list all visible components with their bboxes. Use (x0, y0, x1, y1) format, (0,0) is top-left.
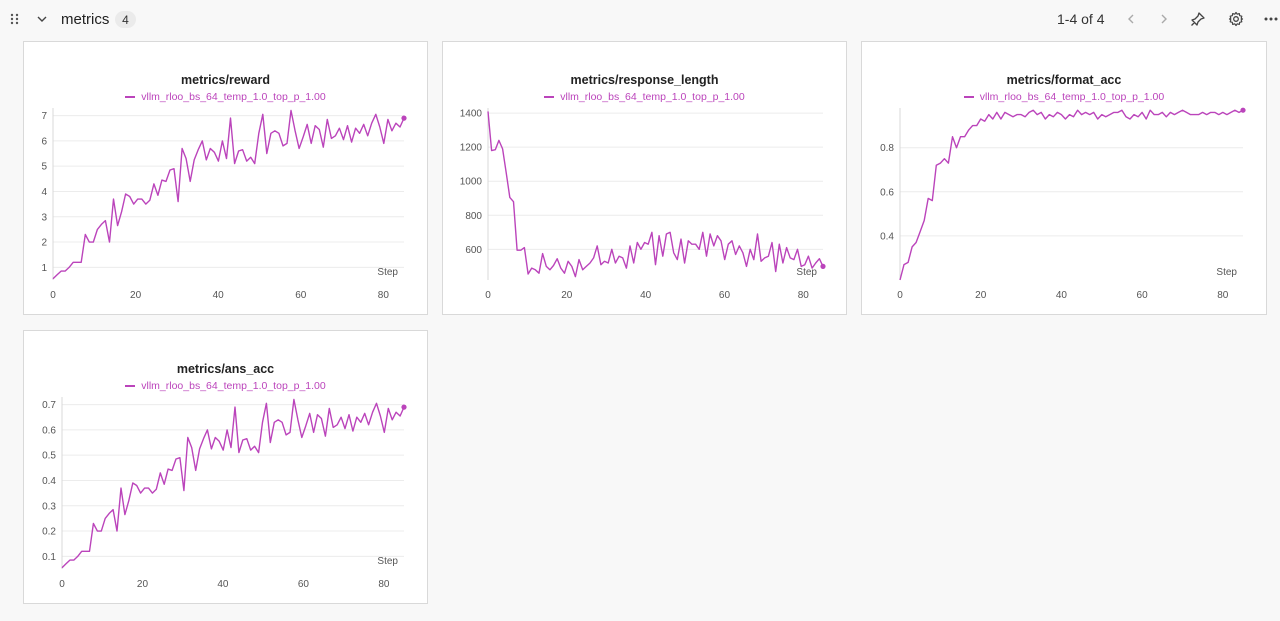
x-axis-label: Step (377, 267, 398, 278)
y-tick-label: 0.7 (42, 400, 56, 411)
x-axis-label: Step (796, 267, 817, 278)
legend-swatch (544, 96, 555, 98)
x-tick-label: 0 (50, 290, 56, 301)
x-tick-label: 20 (561, 290, 573, 301)
chart-legend: vllm_rloo_bs_64_temp_1.0_top_p_1.00 (24, 380, 427, 392)
x-tick-label: 80 (378, 579, 390, 590)
format-acc-chart: 0.4 0.6 0.8 0 20 40 60 80 Step (880, 107, 1246, 301)
x-tick-label: 40 (213, 290, 225, 301)
reward-chart: 1 2 3 4 5 6 7 0 20 40 60 80 Step (41, 108, 407, 301)
legend-swatch (125, 96, 136, 98)
chevron-left-icon[interactable] (1121, 0, 1141, 38)
y-tick-label: 3 (41, 212, 47, 223)
x-tick-label: 60 (295, 290, 307, 301)
x-axis-label: Step (1216, 267, 1237, 278)
chart-legend: vllm_rloo_bs_64_temp_1.0_top_p_1.00 (862, 91, 1266, 103)
y-tick-label: 7 (41, 111, 47, 122)
ans-acc-chart: 0.1 0.2 0.3 0.4 0.5 0.6 0.7 0 20 40 60 80 Step (42, 397, 407, 590)
series-end-point (1240, 107, 1246, 113)
chevron-down-icon[interactable] (36, 0, 50, 38)
y-tick-label: 800 (465, 211, 482, 222)
chart-title: metrics/format_acc (1006, 73, 1122, 87)
chevron-right-icon[interactable] (1154, 0, 1174, 38)
x-tick-label: 0 (59, 579, 65, 590)
drag-handle-icon[interactable] (10, 0, 22, 38)
x-tick-label: 20 (130, 290, 142, 301)
section-header: metrics 4 1-4 of 4 (0, 0, 1280, 38)
y-tick-label: 0.6 (880, 187, 894, 198)
x-tick-label: 0 (485, 290, 491, 301)
y-tick-label: 0.4 (42, 476, 56, 487)
series-end-point (820, 263, 826, 269)
legend-label: vllm_rloo_bs_64_temp_1.0_top_p_1.00 (141, 380, 326, 392)
x-tick-label: 60 (1137, 290, 1149, 301)
series-line (61, 398, 405, 569)
legend-swatch (125, 385, 136, 387)
x-tick-label: 40 (640, 290, 652, 301)
chart-legend: vllm_rloo_bs_64_temp_1.0_top_p_1.00 (24, 91, 427, 103)
chart-panel-ans-acc[interactable]: metrics/ans_acc vllm_rloo_bs_64_temp_1.0… (23, 330, 428, 604)
legend-label: vllm_rloo_bs_64_temp_1.0_top_p_1.00 (141, 91, 326, 103)
chart-legend: vllm_rloo_bs_64_temp_1.0_top_p_1.00 (443, 91, 846, 103)
x-tick-label: 20 (137, 579, 149, 590)
x-tick-label: 40 (1056, 290, 1068, 301)
x-tick-label: 60 (298, 579, 310, 590)
legend-label: vllm_rloo_bs_64_temp_1.0_top_p_1.00 (979, 91, 1165, 103)
y-tick-label: 600 (465, 245, 482, 256)
x-tick-label: 60 (719, 290, 731, 301)
panel-count-badge: 4 (115, 11, 136, 28)
y-tick-label: 0.5 (42, 451, 56, 462)
section-title[interactable]: metrics (61, 10, 110, 28)
x-tick-label: 80 (1217, 290, 1229, 301)
y-tick-label: 4 (41, 187, 47, 198)
y-tick-label: 5 (41, 162, 47, 173)
chart-title: metrics/ans_acc (176, 362, 275, 376)
chart-title: metrics/response_length (570, 73, 719, 87)
y-tick-label: 1200 (460, 143, 483, 154)
series-end-point (401, 404, 407, 410)
x-tick-label: 80 (798, 290, 810, 301)
legend-swatch (963, 96, 974, 98)
series-end-point (401, 115, 407, 121)
y-tick-label: 0.2 (42, 527, 56, 538)
chart-title: metrics/reward (181, 73, 270, 87)
chart-panel-format-acc[interactable]: metrics/format_acc vllm_rloo_bs_64_temp_… (861, 41, 1267, 315)
legend-label: vllm_rloo_bs_64_temp_1.0_top_p_1.00 (560, 91, 745, 103)
gear-icon[interactable] (1226, 0, 1246, 38)
pagination-text: 1-4 of 4 (1057, 11, 1105, 27)
y-tick-label: 1000 (460, 177, 483, 188)
x-tick-label: 80 (378, 290, 390, 301)
y-tick-label: 0.3 (42, 501, 56, 512)
series-line (899, 109, 1244, 281)
y-tick-label: 6 (41, 136, 47, 147)
y-tick-label: 0.6 (42, 425, 56, 436)
y-tick-label: 0.4 (880, 231, 894, 242)
x-tick-label: 0 (897, 290, 903, 301)
pin-icon[interactable] (1188, 0, 1208, 38)
chart-panel-reward[interactable]: metrics/reward vllm_rloo_bs_64_temp_1.0_… (23, 41, 428, 315)
chart-panel-response-length[interactable]: metrics/response_length vllm_rloo_bs_64_… (442, 41, 847, 315)
y-tick-label: 0.1 (42, 552, 56, 563)
response-length-chart: 600 800 1000 1200 1400 0 20 40 60 80 Step (460, 108, 826, 301)
y-tick-label: 0.8 (880, 143, 894, 154)
x-axis-label: Step (377, 556, 398, 567)
y-tick-label: 1400 (460, 109, 483, 120)
y-tick-label: 1 (41, 263, 47, 274)
more-icon[interactable] (1261, 0, 1280, 38)
y-tick-label: 2 (41, 238, 47, 249)
x-tick-label: 40 (217, 579, 229, 590)
series-line (52, 109, 405, 280)
x-tick-label: 20 (975, 290, 987, 301)
series-line (487, 111, 824, 278)
